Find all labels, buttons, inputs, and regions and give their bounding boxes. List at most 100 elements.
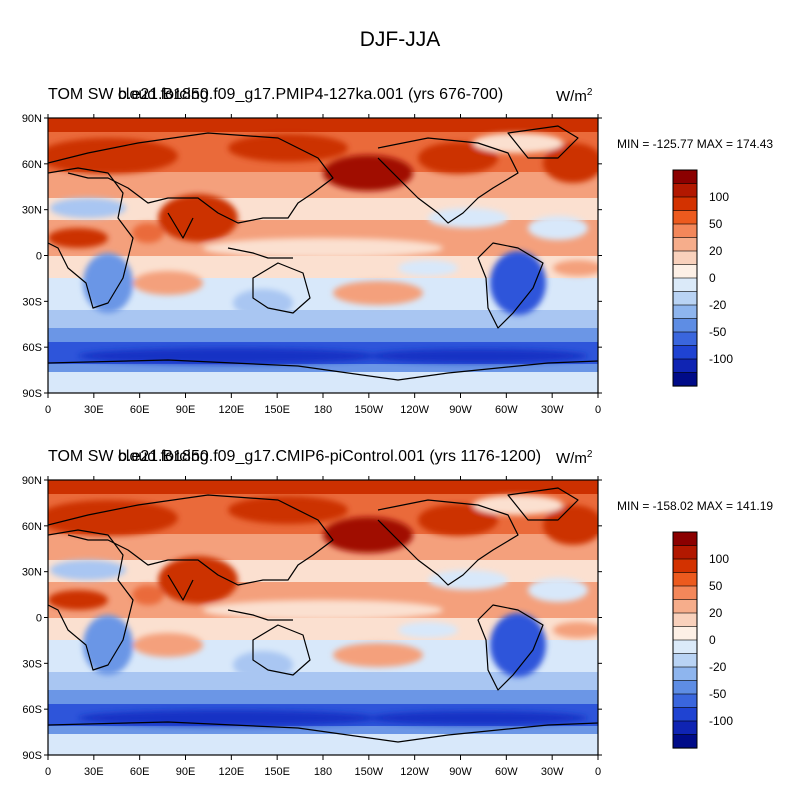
panel-1-colorbar-label: -50 [709,325,727,339]
panel-1-title-left: TOM SW cloud forcing [48,86,209,103]
panel-2-colorbar-swatch [672,653,698,668]
panel-1-colorbar-swatch [672,358,698,374]
panel-2-lat-label: 0 [36,613,42,625]
figure-title: DJF-JJA [359,28,441,51]
panel-2-lat-label: 30N [22,567,42,579]
panel-1-lon-label: 150W [354,404,383,416]
panel-1-lat-label: 0 [36,251,42,263]
panel-2-lat-label: 30S [22,658,42,670]
panel-2-title-case: b.e21.B1850.f09_g17.CMIP6-piControl.001 … [118,448,542,465]
panel-2-colorbar-label: 50 [709,579,723,593]
panel-2-lon-label: 150E [264,766,290,778]
panel-1-lon-label: 60W [495,404,518,416]
panel-1-colorbar-swatch [672,372,698,387]
panel-2-lon-label: 0 [595,766,601,778]
panel-1-colorbar-swatch [672,223,698,239]
panel-1-lon-label: 0 [45,404,51,416]
panel-1-colorbar-frame [672,169,698,387]
panel-1-map [47,117,599,394]
panel-1-units-exp: 2 [586,87,593,98]
panel-1-lat-label: 30N [22,205,42,217]
panel-2-colorbar-swatch [672,734,698,749]
panel-2-colorbar-swatch [672,531,698,547]
panel-2-title-left: TOM SW cloud forcing [48,448,209,465]
panel-1-colorbar-label: -20 [709,298,727,312]
panel-2-colorbar-swatch [672,707,698,722]
panel-1-units: W/m2 [556,87,592,105]
panel-2-colorbar-swatch [672,612,698,628]
panel-1-lon-label: 30E [84,404,104,416]
panel-2-colorbar-label: -100 [709,714,733,728]
panel-2-colorbar-swatch [672,680,698,695]
panel-1-colorbar-swatch [672,210,698,225]
panel-2-colorbar-swatch [672,666,698,682]
panel-2-colorbar-swatch [672,585,698,601]
panel-1-colorbar-swatch [672,304,698,320]
panel-2-colorbar-label: 20 [709,606,723,620]
panel-2-map [47,479,599,756]
panel-2-lat-label: 90N [22,475,42,487]
panel-2-units-base: W/m [556,450,587,467]
panel-2-lat-label: 90S [22,750,42,762]
panel-1-colorbar-swatch [672,264,698,279]
panel-2-colorbar-swatch [672,639,698,655]
panel-1-colorbar-swatch [672,237,698,252]
panel-1-lat-label: 90N [22,113,42,125]
panel-2-minmax: MIN = -158.02 MAX = 141.19 [617,499,774,513]
panel-2-colorbar-swatch [672,599,698,614]
panel-1-lon-label: 120W [400,404,429,416]
panel-2-colorbar-label: -20 [709,660,727,674]
panel-1-colorbar-swatch [672,345,698,360]
panel-2-lon-label: 90E [176,766,196,778]
panel-1-colorbar-label: -100 [709,352,733,366]
panel-1-colorbar-swatch [672,331,698,347]
panel-2-lat-label: 60S [22,704,42,716]
panel-1-lon-label: 150E [264,404,290,416]
panel-1-colorbar-swatch [672,169,698,185]
panel-2-lon-label: 0 [45,766,51,778]
panel-1-colorbar-label: 0 [709,271,716,285]
panel-1-colorbar-swatch [672,183,698,198]
panel-1-colorbar-label: 20 [709,244,723,258]
panel-2-colorbar-swatch [672,693,698,709]
panel-1-lat-label: 30S [22,296,42,308]
panel-1-lon-label: 60E [130,404,150,416]
panel-1-lat-label: 60N [22,159,42,171]
panel-2-colorbar-label: 0 [709,633,716,647]
panel-1-minmax: MIN = -125.77 MAX = 174.43 [617,137,774,151]
panel-1-colorbar-swatch [672,318,698,333]
panel-2-lon-label: 120E [218,766,244,778]
panel-2-lon-label: 60W [495,766,518,778]
panel-2-lon-label: 30W [541,766,564,778]
panel-2-colorbar-swatch [672,545,698,560]
panel-1-colorbar-label: 100 [709,190,729,204]
panel-2-colorbar-swatch [672,572,698,587]
panel-1-colorbar-swatch [672,291,698,306]
panel-1-lon-label: 90E [176,404,196,416]
panel-2-colorbar-swatch [672,558,698,574]
panel-1-lon-label: 0 [595,404,601,416]
panel-2-colorbar-label: -50 [709,687,727,701]
panel-2-lon-label: 150W [354,766,383,778]
panel-1-lat-label: 60S [22,342,42,354]
panel-2-lat-label: 60N [22,521,42,533]
panel-1-lon-label: 30W [541,404,564,416]
panel-2-lon-label: 30E [84,766,104,778]
panel-2-units-exp: 2 [586,449,593,460]
panel-2-colorbar-swatch [672,626,698,641]
panel-1-colorbar-swatch [672,196,698,212]
panel-2-colorbar-frame [672,531,698,749]
panel-1-colorbar-swatch [672,277,698,293]
panel-2-units: W/m2 [556,449,592,467]
panel-1-lat-label: 90S [22,388,42,400]
panel-2-lon-label: 120W [400,766,429,778]
panel-2-colorbar-label: 100 [709,552,729,566]
panel-1-lon-label: 120E [218,404,244,416]
panel-2-lon-label: 180 [314,766,332,778]
panel-1-colorbar-label: 50 [709,217,723,231]
panel-1-lon-label: 180 [314,404,332,416]
panel-2-lon-label: 60E [130,766,150,778]
panel-2-lon-label: 90W [449,766,472,778]
